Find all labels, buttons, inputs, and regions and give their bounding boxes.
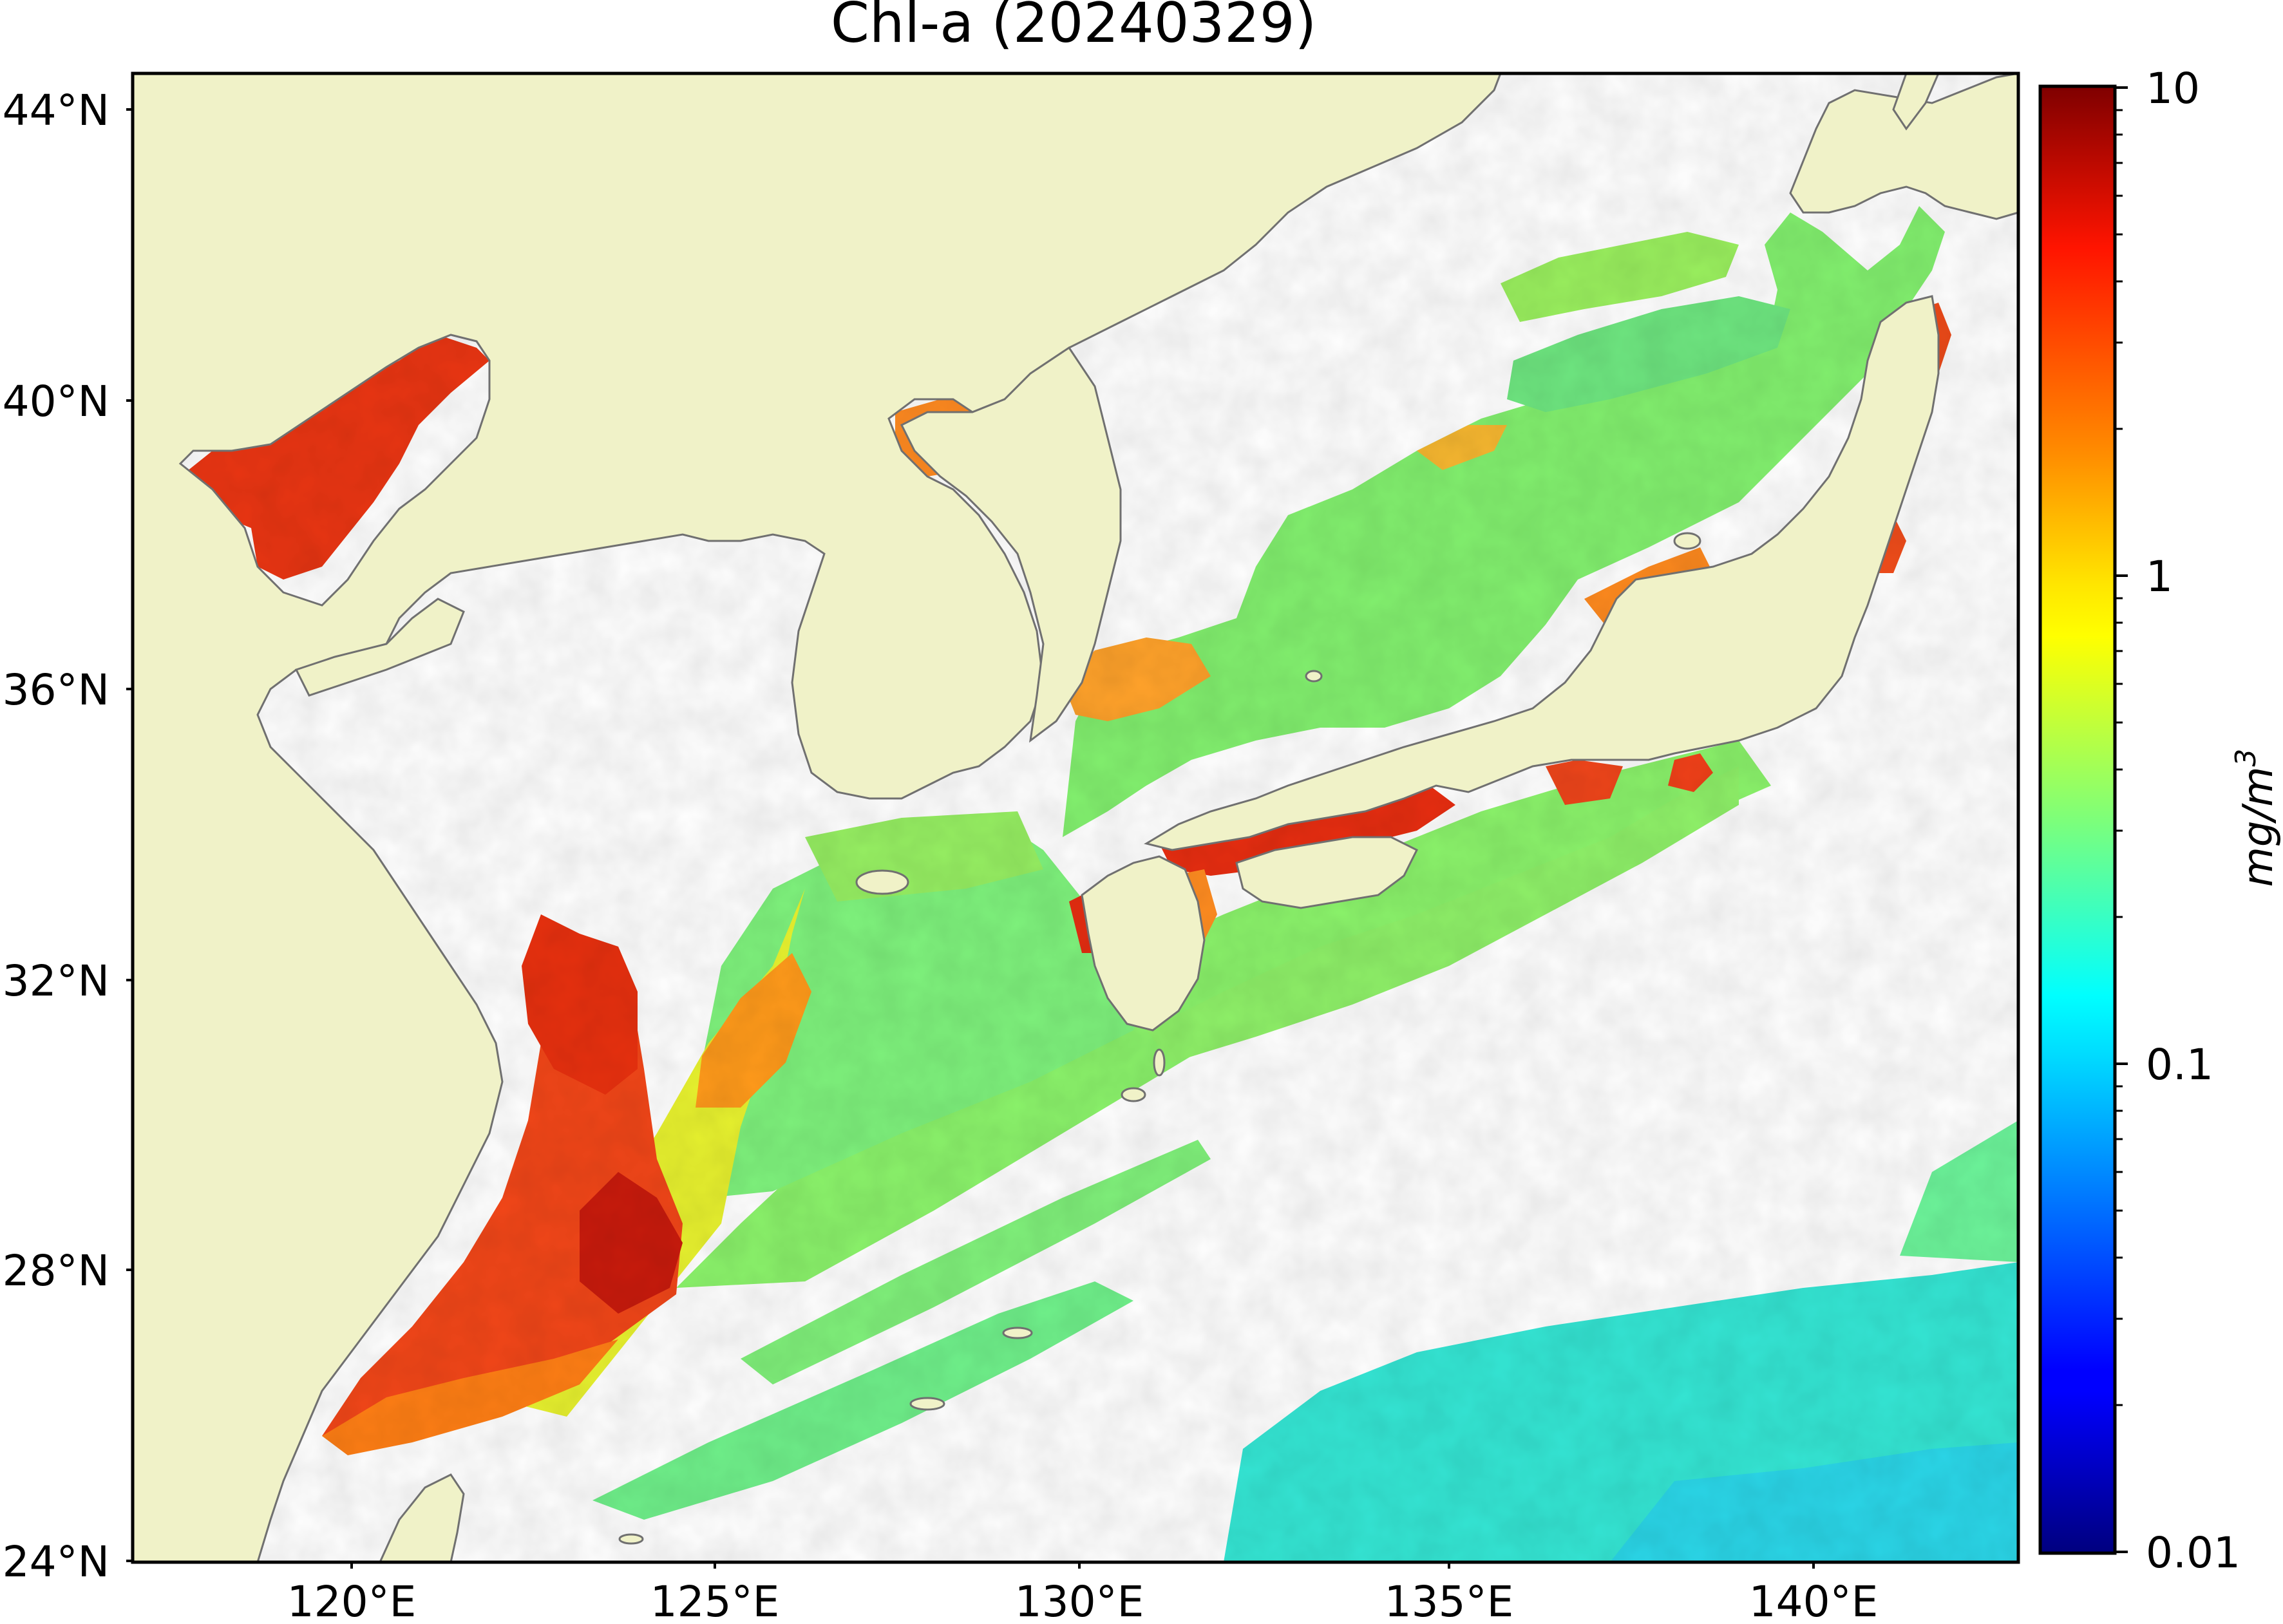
land-oki — [1305, 670, 1323, 683]
land-kyushu — [1081, 855, 1206, 1032]
lon-label: 120°E — [287, 1577, 417, 1624]
land-korea — [900, 346, 1122, 743]
latitude-axis: 44°N 40°N 36°N 32°N 28°N 24°N — [3, 86, 133, 1587]
cb-tick-label: 0.01 — [2146, 1528, 2240, 1578]
land-shikoku — [1235, 836, 1419, 909]
colorbar-gradient — [2038, 84, 2117, 1555]
land-sado — [1673, 532, 1701, 550]
lon-label: 130°E — [1015, 1577, 1144, 1624]
cb-tick-label: 0.1 — [2146, 1040, 2213, 1090]
land-yakushima — [1121, 1087, 1146, 1102]
map-panel — [133, 73, 2018, 1562]
lat-label: 44°N — [3, 86, 109, 135]
land-tanegashima — [1153, 1048, 1166, 1077]
lat-label: 28°N — [3, 1246, 109, 1296]
land-jeju — [855, 869, 909, 895]
land-honshu — [1144, 295, 1940, 851]
cb-minor-ticks — [2115, 109, 2123, 1406]
lat-label: 32°N — [3, 956, 109, 1006]
map-frame — [131, 71, 2020, 1564]
land-sakhalin — [1892, 73, 1940, 131]
cb-tick-label: 1 — [2146, 552, 2173, 601]
cb-tick-label: 10 — [2146, 64, 2200, 113]
lon-label: 135°E — [1385, 1577, 1514, 1624]
land-taiwan — [379, 1473, 465, 1562]
longitude-axis: 120°E 125°E 130°E 135°E 140°E — [287, 1562, 1879, 1624]
lon-label: 125°E — [650, 1577, 780, 1624]
land-amami — [1002, 1327, 1033, 1339]
land-hokkaido — [1789, 73, 2018, 220]
land — [133, 73, 2018, 1562]
lat-label: 24°N — [3, 1537, 109, 1587]
land-ishigaki — [618, 1533, 644, 1545]
lat-label: 36°N — [3, 665, 109, 715]
lat-label: 40°N — [3, 377, 109, 426]
colorbar-unit-label: mg/m3 — [2230, 749, 2282, 887]
land-okinawa — [909, 1397, 945, 1411]
map-title: Chl-a (20240329) — [831, 0, 1316, 55]
colorbar: 10 1 0.1 0.01 mg/m3 — [2038, 64, 2282, 1578]
land-shandong — [294, 598, 465, 697]
lon-label: 140°E — [1749, 1577, 1879, 1624]
